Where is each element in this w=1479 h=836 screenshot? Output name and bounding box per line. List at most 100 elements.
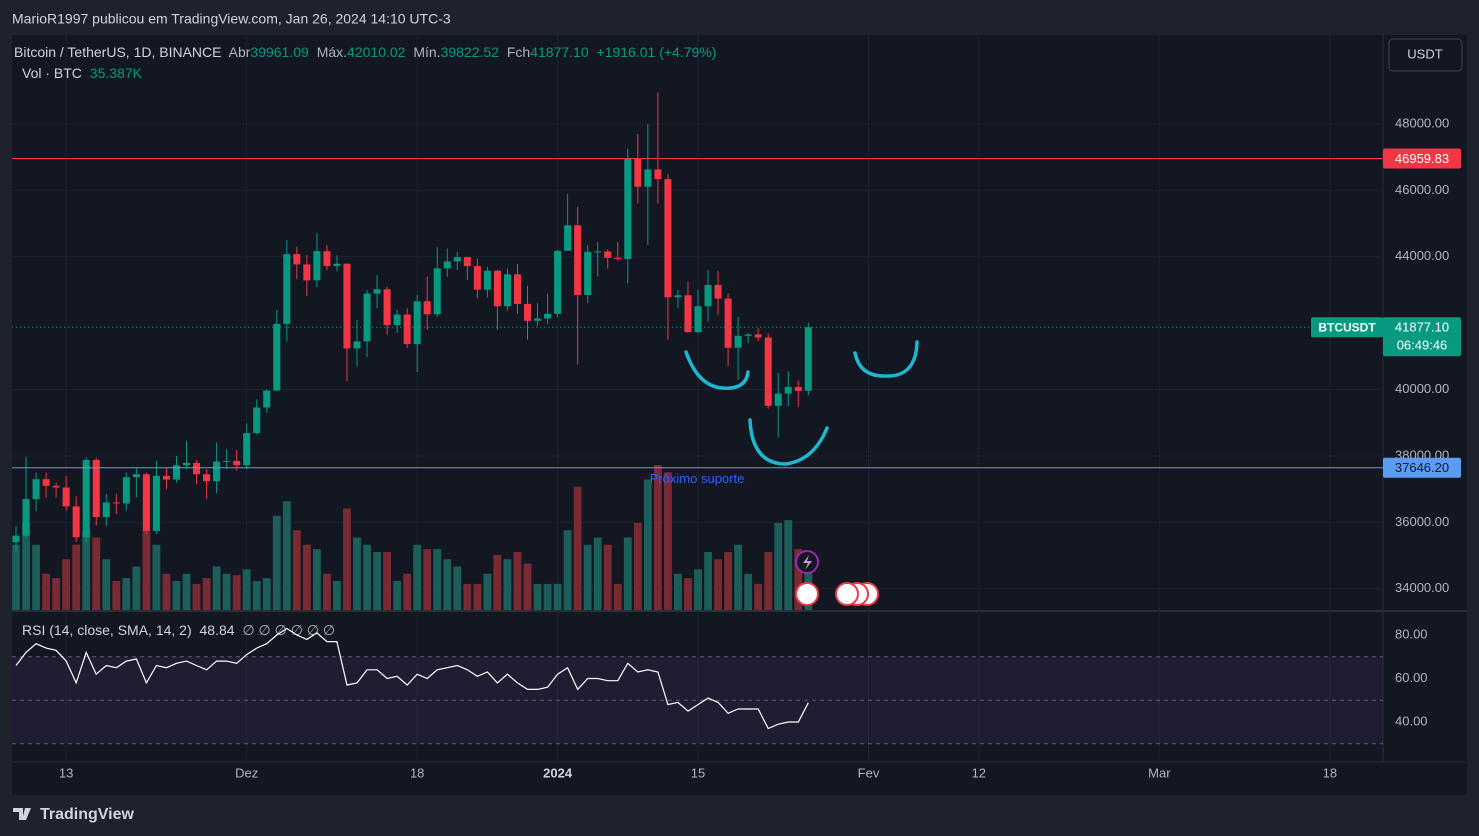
brand-icon [13, 808, 31, 820]
volume-bar [152, 544, 161, 610]
candle-body [112, 502, 120, 504]
volume-bar [82, 530, 91, 610]
x-tick-label: 12 [972, 765, 986, 780]
candle-body [22, 499, 30, 536]
candle-body [634, 158, 642, 187]
brand: TradingView [40, 806, 135, 823]
candle-body [594, 251, 602, 253]
candle-body [243, 433, 251, 466]
volume-bar [403, 573, 412, 610]
volume-bar [513, 552, 522, 610]
volume-bar [42, 573, 51, 610]
volume-bar [563, 530, 572, 610]
x-tick-label: 2024 [543, 765, 573, 780]
volume-bar [483, 573, 492, 610]
candle-body [313, 251, 321, 281]
volume-bar [383, 552, 392, 610]
volume-bar [282, 501, 291, 610]
volume-bar [312, 549, 321, 610]
legend-label: Vol · BTC [22, 65, 82, 81]
y-tick-label: 34000.00 [1395, 580, 1449, 595]
x-tick-label: Mar [1148, 765, 1171, 780]
volume-bar [122, 578, 131, 610]
volume-bar [393, 581, 402, 610]
rsi-tick-label: 40.00 [1395, 713, 1428, 728]
legend-value: 41877.10 [530, 44, 589, 60]
legend-value: 48.84 [200, 622, 235, 638]
volume-bar [423, 549, 432, 610]
volume-bar [754, 583, 763, 610]
candle-body [72, 506, 80, 538]
volume-bar [12, 544, 20, 610]
rsi-band [12, 656, 1383, 744]
volume-bar [684, 578, 692, 610]
level-label: 46959.83 [1395, 151, 1449, 166]
volume-bar [92, 537, 101, 610]
currency-button[interactable] [1388, 38, 1463, 72]
candle-body [363, 293, 371, 342]
volume-bar [363, 544, 371, 610]
candle-body [253, 407, 261, 434]
rsi-line [15, 627, 809, 730]
legend-main: Bitcoin / TetherUS, 1D, BINANCE Abr39961… [14, 44, 716, 60]
candle-body [503, 274, 511, 307]
candle-body [273, 323, 281, 391]
candle-body [734, 335, 742, 348]
last-price-symbol: BTCUSDT [1318, 320, 1376, 334]
candle-body [804, 327, 812, 391]
volume-bar [453, 566, 462, 610]
volume-bar [694, 569, 702, 610]
candle-body [774, 393, 782, 406]
volume-bar [22, 523, 30, 610]
volume-bar [72, 544, 81, 610]
volume-bar [533, 583, 542, 610]
volume-bar [774, 523, 783, 610]
volume-bar [714, 559, 722, 610]
candle-body [172, 465, 181, 480]
drawing-curve [684, 350, 750, 390]
candle-body [223, 460, 231, 462]
candle-body [413, 301, 421, 345]
candle-body [162, 475, 170, 480]
volume-bar [503, 559, 512, 610]
volume-bar [62, 559, 71, 610]
candle-body [12, 535, 20, 543]
volume-bar [102, 559, 111, 610]
rsi-tick-label: 60.00 [1395, 670, 1428, 685]
volume-bar [553, 583, 562, 610]
y-tick-label: 44000.00 [1395, 248, 1449, 263]
candle-body [333, 263, 341, 267]
legend-value: 42010.02 [347, 44, 406, 60]
candle-body [383, 289, 391, 326]
event-icon-glyph [803, 555, 812, 570]
candle-body [794, 386, 802, 391]
volume-bar [764, 552, 773, 610]
annotation: Próximo suporte [650, 471, 745, 486]
volume-bar [343, 508, 351, 610]
candle-body [132, 474, 140, 478]
volume-bar [272, 515, 281, 610]
candle-body [664, 179, 672, 298]
symbol: Bitcoin / TetherUS, 1D, BINANCE [14, 44, 221, 60]
volume-bar [523, 563, 532, 610]
candle-body [142, 474, 150, 531]
y-tick-label: 48000.00 [1395, 115, 1449, 130]
candle-body [564, 225, 572, 251]
candle-body [694, 306, 702, 333]
y-tick-label: 36000.00 [1395, 514, 1449, 529]
candle-body [483, 270, 491, 290]
last-price-label: 41877.10 [1395, 320, 1449, 335]
volume-bar [433, 549, 442, 610]
currency[interactable]: USDT [1407, 46, 1442, 61]
volume-bar [132, 566, 141, 610]
y-tick-label: 40000.00 [1395, 381, 1449, 396]
candle-body [283, 254, 291, 324]
candle-body [423, 301, 431, 315]
volume-bar [333, 581, 341, 610]
volume-bar [724, 552, 733, 610]
volume-bar [212, 566, 221, 610]
drawing-curve [853, 340, 919, 378]
candle-body [744, 334, 752, 336]
drawing-curve [748, 418, 829, 466]
x-tick-label: 15 [691, 765, 705, 780]
